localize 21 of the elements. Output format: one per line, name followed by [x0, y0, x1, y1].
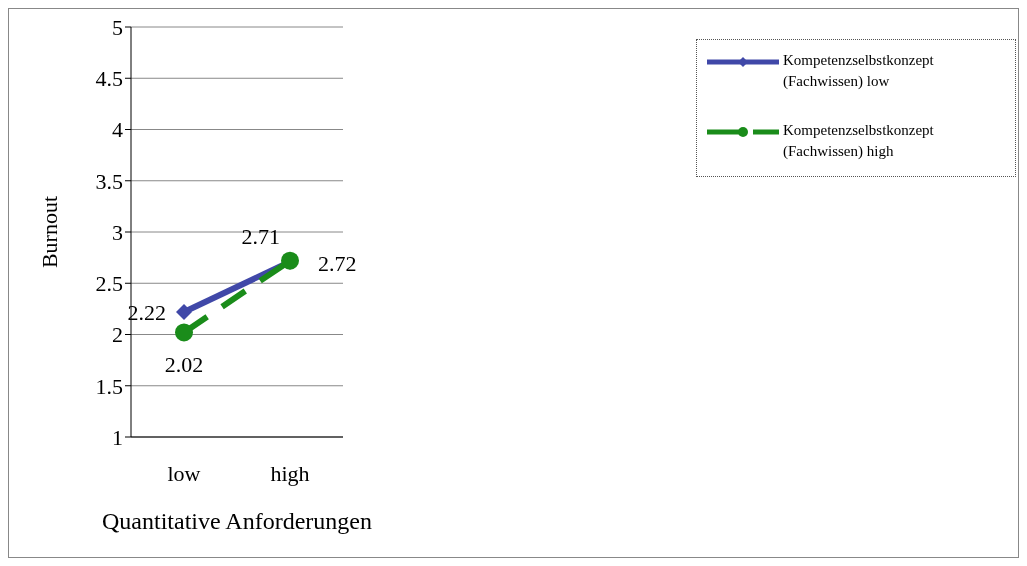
data-label: 2.02	[164, 352, 204, 378]
point	[176, 303, 192, 320]
x-tick-label: high	[270, 460, 310, 486]
y-tick-label: 2.5	[95, 271, 123, 297]
data-label: 2.22	[127, 299, 166, 325]
y-tick-label: 5	[112, 14, 123, 40]
y-axis-title: Burnout	[36, 195, 62, 269]
x-axis-title: Quantitative Anforderungen	[102, 508, 372, 534]
point	[175, 323, 193, 342]
y-tick-label: 3	[112, 219, 123, 245]
y-tick-label: 1	[112, 424, 123, 450]
y-tick-label: 4.5	[95, 66, 123, 92]
y-tick-label: 3.5	[95, 168, 123, 194]
legend-label: Kompetenzselbstkonzept (Fachwissen) low	[783, 51, 935, 91]
y-tick-label: 4	[112, 117, 123, 143]
data-label: 2.71	[241, 223, 280, 249]
x-tick-label: low	[167, 460, 201, 486]
y-tick-label: 2	[112, 322, 123, 348]
legend-label: Kompetenzselbstkonzept (Fachwissen) high	[783, 121, 935, 161]
y-tick-label: 1.5	[95, 373, 123, 399]
data-label: 2.72	[318, 250, 357, 276]
